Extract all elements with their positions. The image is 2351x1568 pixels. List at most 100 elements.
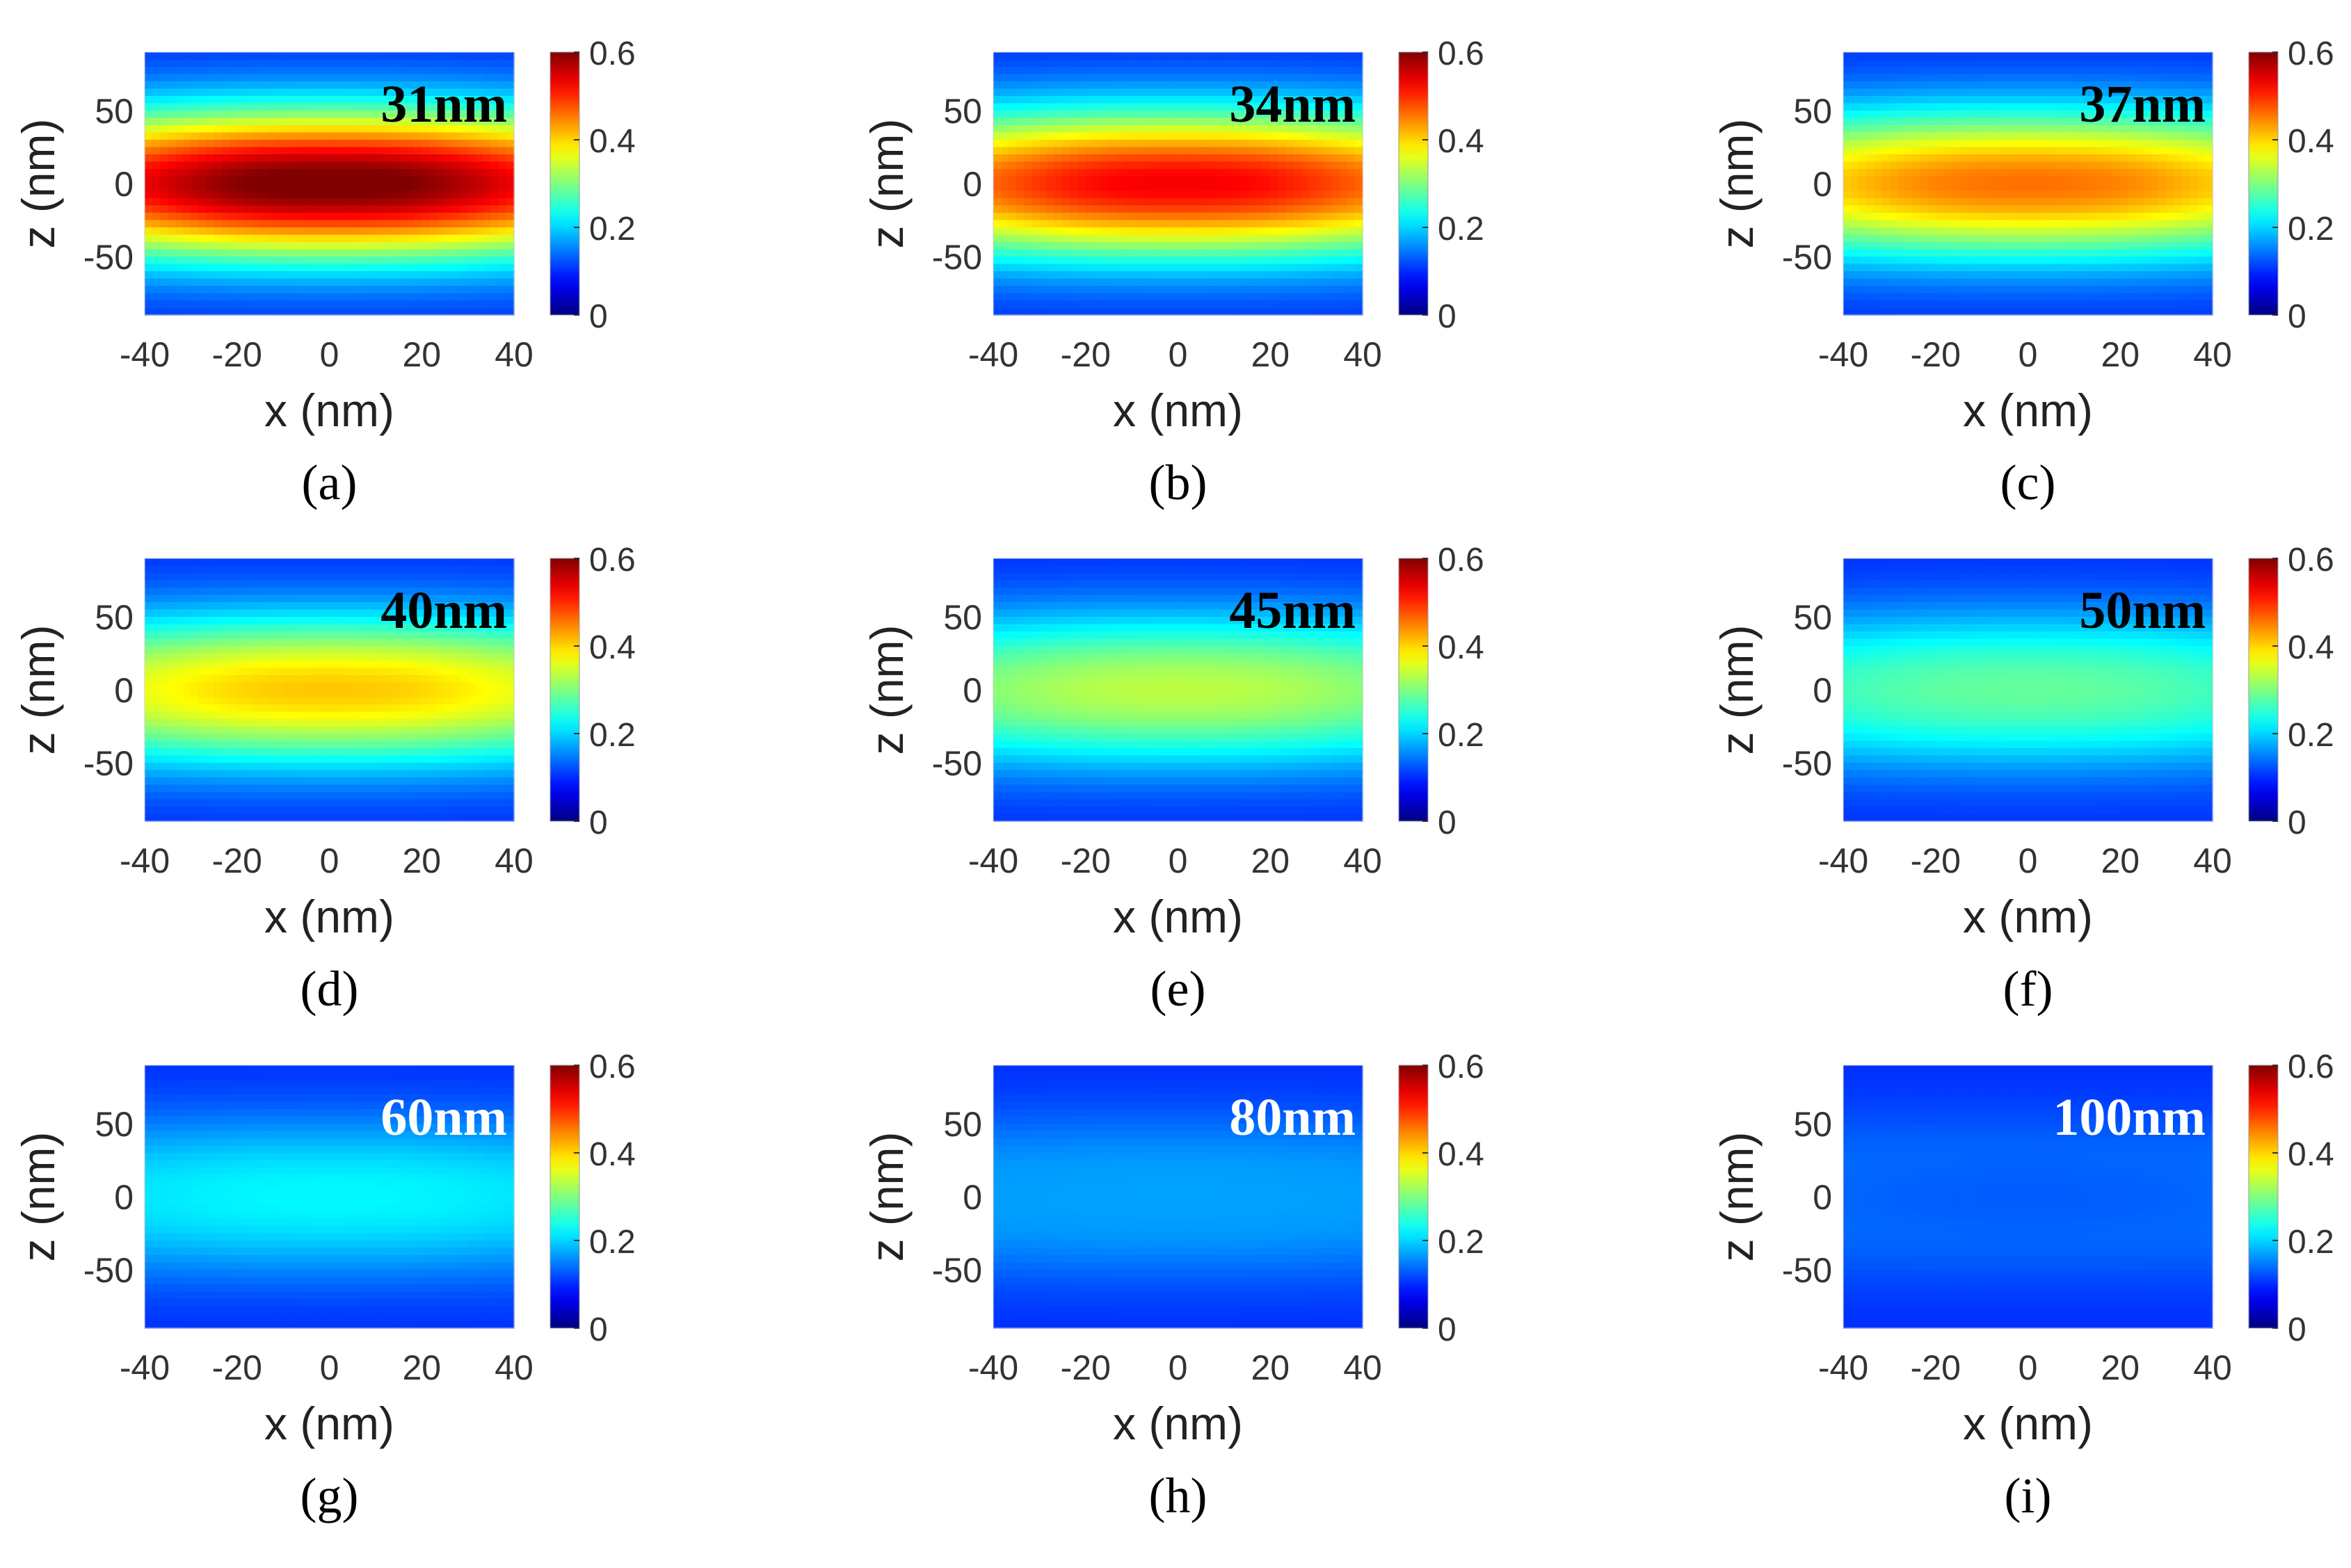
heatmap-cell bbox=[1974, 227, 1982, 236]
heatmap-cell bbox=[490, 227, 499, 236]
heatmap-cell bbox=[329, 67, 338, 75]
heatmap-cell bbox=[429, 257, 438, 265]
heatmap-cell bbox=[1178, 184, 1187, 192]
heatmap-cell bbox=[2005, 161, 2014, 170]
heatmap-cell bbox=[1347, 307, 1356, 316]
heatmap-cell bbox=[1024, 198, 1033, 207]
heatmap-cell bbox=[406, 227, 415, 236]
heatmap-cell bbox=[1178, 74, 1187, 82]
heatmap-cell bbox=[1108, 81, 1117, 90]
heatmap-cell bbox=[259, 52, 268, 60]
heatmap-cell bbox=[1904, 140, 1913, 148]
heatmap-cell bbox=[1943, 227, 1952, 236]
heatmap-cell bbox=[1270, 96, 1279, 104]
heatmap-cell bbox=[360, 184, 369, 192]
heatmap-cell bbox=[2073, 286, 2083, 294]
heatmap-cell bbox=[1920, 111, 1929, 119]
heatmap-cell bbox=[259, 293, 268, 301]
heatmap-cell bbox=[2097, 213, 2105, 221]
heatmap-cell bbox=[1285, 264, 1294, 272]
heatmap-cell bbox=[1062, 242, 1071, 250]
heatmap-cell bbox=[321, 140, 330, 148]
heatmap-cell bbox=[1904, 161, 1913, 170]
heatmap-cell bbox=[1139, 234, 1148, 243]
heatmap-cell bbox=[1231, 191, 1240, 199]
heatmap-cell bbox=[1943, 118, 1952, 126]
heatmap-cell bbox=[306, 132, 315, 140]
heatmap-cell bbox=[1047, 52, 1056, 60]
heatmap-cell bbox=[2020, 147, 2029, 155]
heatmap-cell bbox=[2105, 184, 2113, 192]
heatmap-cell bbox=[344, 249, 353, 257]
heatmap-cell bbox=[1077, 220, 1086, 228]
heatmap-cell bbox=[214, 249, 223, 257]
heatmap-cell bbox=[1966, 132, 1975, 140]
heatmap-cell bbox=[344, 125, 353, 134]
heatmap-cell bbox=[268, 300, 276, 309]
heatmap-cell bbox=[329, 184, 338, 192]
heatmap-cell bbox=[1047, 147, 1056, 155]
heatmap-cell bbox=[437, 154, 446, 163]
heatmap-cell bbox=[1897, 257, 1906, 265]
heatmap-cell bbox=[175, 198, 184, 207]
heatmap-cell bbox=[414, 257, 423, 265]
heatmap-cell bbox=[175, 184, 184, 192]
heatmap-cell bbox=[1231, 111, 1240, 119]
heatmap-cell bbox=[206, 220, 215, 228]
heatmap-cell bbox=[1935, 59, 1944, 67]
heatmap-cell bbox=[2143, 59, 2152, 67]
heatmap-cell bbox=[259, 271, 268, 280]
heatmap-cell bbox=[1843, 300, 1852, 309]
heatmap-cell bbox=[2005, 125, 2014, 134]
heatmap-cell bbox=[1124, 111, 1132, 119]
heatmap-cell bbox=[283, 132, 291, 140]
heatmap-cell bbox=[1062, 140, 1071, 148]
heatmap-cell bbox=[483, 67, 492, 75]
y-tick-label: 0 bbox=[963, 165, 982, 204]
heatmap-cell bbox=[437, 264, 446, 272]
heatmap-cell bbox=[2081, 213, 2090, 221]
heatmap-cell bbox=[375, 257, 384, 265]
heatmap-cell bbox=[2035, 147, 2044, 155]
heatmap-cell bbox=[1843, 176, 1852, 184]
heatmap-cell bbox=[1239, 52, 1248, 60]
heatmap-cell bbox=[1301, 59, 1310, 67]
heatmap-cell bbox=[1974, 132, 1982, 140]
heatmap-cell bbox=[314, 213, 323, 221]
heatmap-cell bbox=[2035, 52, 2044, 60]
heatmap-cell bbox=[367, 257, 376, 265]
heatmap-cell bbox=[160, 293, 168, 301]
heatmap-cell bbox=[1077, 293, 1086, 301]
heatmap-cell bbox=[1324, 125, 1333, 134]
heatmap-cell bbox=[1262, 154, 1271, 163]
heatmap-cell bbox=[1935, 169, 1944, 177]
heatmap-cell bbox=[1070, 88, 1079, 97]
heatmap-cell bbox=[252, 264, 261, 272]
heatmap-cell bbox=[1062, 286, 1071, 294]
heatmap-cell bbox=[1935, 88, 1944, 97]
heatmap-cell bbox=[175, 278, 184, 286]
heatmap-cell bbox=[475, 234, 484, 243]
heatmap-cell bbox=[2128, 184, 2137, 192]
heatmap-cell bbox=[1989, 271, 1998, 280]
heatmap-cell bbox=[2012, 278, 2021, 286]
heatmap-cell bbox=[414, 205, 423, 213]
heatmap-cell bbox=[214, 213, 223, 221]
heatmap-cell bbox=[1920, 234, 1929, 243]
heatmap-cell bbox=[1851, 59, 1859, 67]
heatmap-cell bbox=[506, 169, 515, 177]
heatmap-cell bbox=[1912, 132, 1921, 140]
heatmap-cell bbox=[1216, 154, 1225, 163]
heatmap-cell bbox=[399, 278, 407, 286]
heatmap-cell bbox=[1085, 213, 1094, 221]
heatmap-cell bbox=[1124, 96, 1132, 104]
heatmap-cell bbox=[1147, 286, 1156, 294]
heatmap-cell bbox=[2081, 176, 2090, 184]
heatmap-cell bbox=[145, 227, 153, 236]
heatmap-cell bbox=[268, 96, 276, 104]
heatmap-cell bbox=[1170, 300, 1179, 309]
heatmap-cell bbox=[1881, 293, 1891, 301]
heatmap-cell bbox=[444, 234, 454, 243]
heatmap-cell bbox=[352, 257, 361, 265]
heatmap-cell bbox=[1139, 286, 1148, 294]
